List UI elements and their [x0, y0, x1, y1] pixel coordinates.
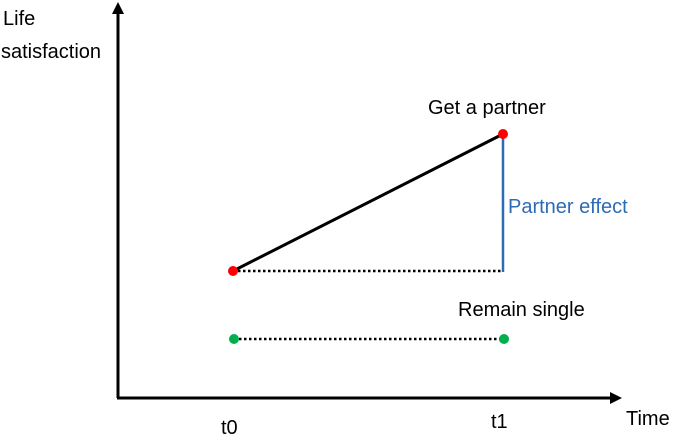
remain-single-label: Remain single	[458, 299, 585, 321]
x-axis-label: Time	[626, 408, 670, 430]
single-start-point	[229, 334, 239, 344]
partner-trajectory-line	[232, 132, 504, 273]
x-axis-arrowhead	[610, 392, 622, 404]
x-tick-t0: t0	[221, 417, 238, 439]
y-axis-label-line1: Life	[3, 8, 35, 30]
x-tick-t1: t1	[491, 411, 508, 433]
get-partner-label: Get a partner	[428, 97, 546, 119]
y-axis-arrowhead	[112, 2, 124, 14]
partner-effect-label: Partner effect	[508, 196, 628, 218]
single-end-point	[499, 334, 509, 344]
y-axis-label-line2: satisfaction	[1, 41, 101, 63]
partner-end-point	[498, 129, 508, 139]
partner-start-point	[228, 266, 238, 276]
